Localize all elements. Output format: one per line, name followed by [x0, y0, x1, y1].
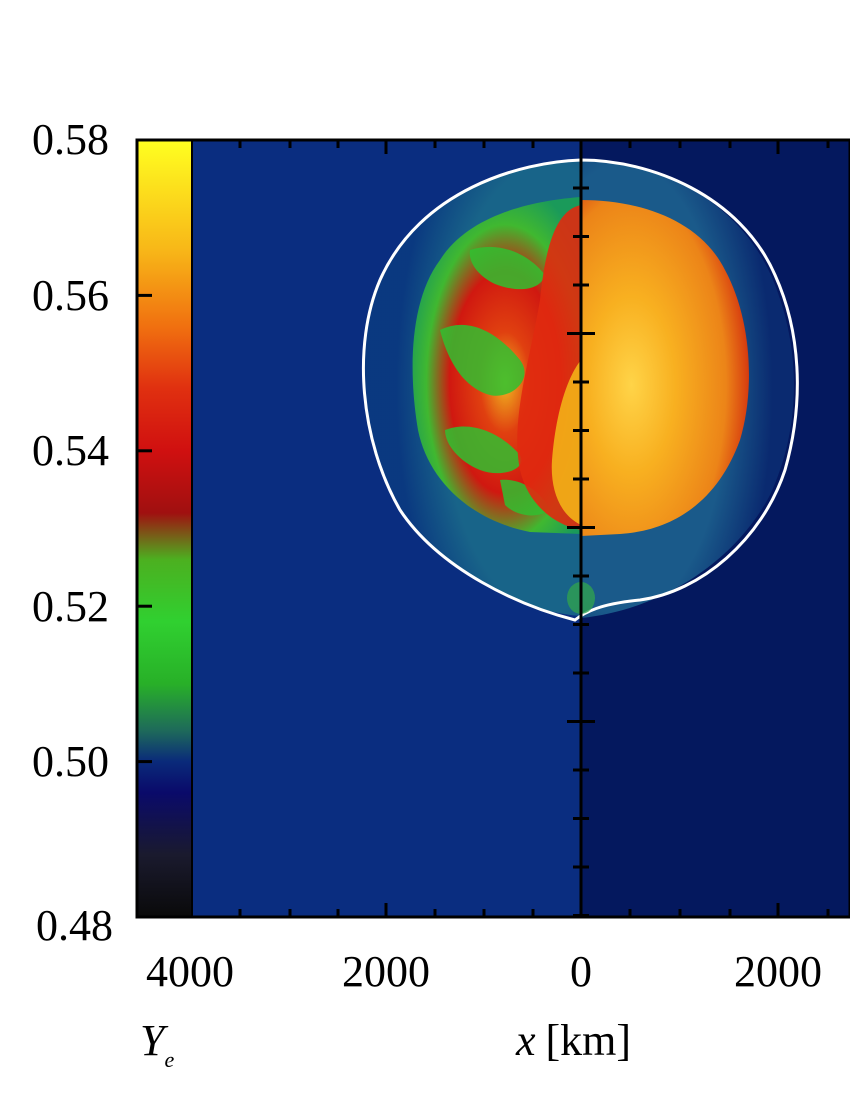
x-tick-label: 0: [570, 947, 592, 996]
plot-frame: [135, 138, 850, 919]
x-tick-label: 2000: [734, 947, 822, 996]
left-ejecta-plumes: [440, 246, 550, 516]
colorbar-tick-labels: 0.58 0.56 0.54 0.52 0.50 0.48: [32, 115, 113, 950]
left-ejecta-yellow-core: [551, 360, 581, 525]
right-panel: [581, 140, 850, 917]
colorbar: [137, 140, 192, 917]
x-tick-labels: 4000 2000 0 2000: [146, 947, 822, 996]
tick-marks: [137, 140, 830, 917]
x-axis-unit: [km]: [546, 1016, 632, 1065]
x-axis-var: x: [515, 1016, 536, 1065]
cbar-tick-label: 0.56: [32, 271, 109, 320]
left-panel: [193, 140, 581, 917]
x-tick-label: 2000: [342, 947, 430, 996]
shock-front: [361, 158, 799, 622]
colorbar-label-main: Y: [140, 1016, 169, 1065]
cbar-tick-label: 0.52: [32, 582, 109, 631]
cbar-tick-label: 0.58: [32, 115, 109, 164]
right-ejecta: [581, 200, 749, 536]
cbar-tick-label: 0.48: [36, 901, 113, 950]
x-axis-title: x [km]: [515, 1016, 631, 1065]
colorbar-label: Ye: [140, 1016, 174, 1072]
cbar-tick-label: 0.50: [32, 737, 109, 786]
cbar-tick-label: 0.54: [32, 426, 109, 475]
x-tick-label: 4000: [146, 947, 234, 996]
colorbar-label-sub: e: [164, 1047, 174, 1072]
